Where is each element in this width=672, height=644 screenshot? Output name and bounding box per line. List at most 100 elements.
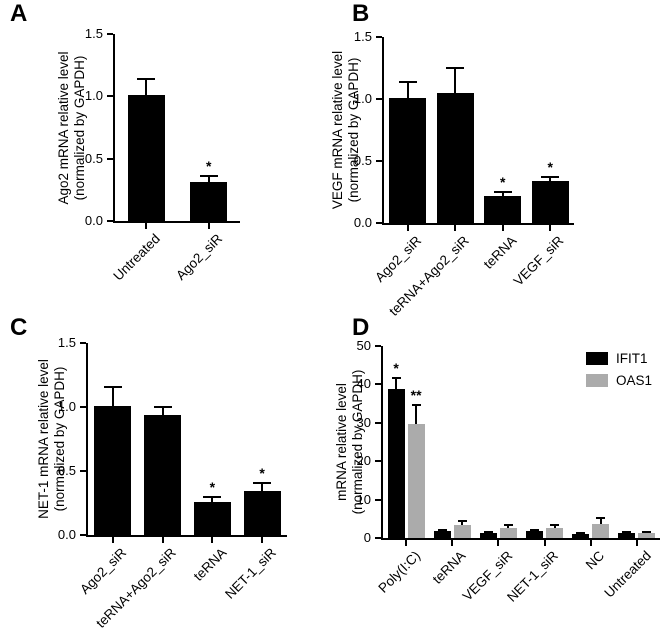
y-tick-label-D: 20 bbox=[356, 453, 371, 469]
y-tick-A bbox=[107, 157, 113, 160]
error-bar-cap-B-0 bbox=[398, 80, 417, 83]
bar-D-OAS1-1 bbox=[453, 524, 471, 538]
x-category-label-D-4: NC bbox=[582, 548, 608, 573]
x-tick-C-0 bbox=[111, 537, 114, 543]
error-bar-B-3 bbox=[549, 177, 552, 181]
panel-C-letter: C bbox=[10, 314, 28, 341]
panel-C: C NET-1 mRNA relative level (normalized by… bbox=[0, 300, 336, 644]
bar-D-IFIT1-3 bbox=[526, 531, 544, 538]
y-tick-label-D: 50 bbox=[356, 338, 371, 353]
error-bar-C-0 bbox=[111, 386, 114, 406]
bar-D-IFIT1-4 bbox=[572, 534, 590, 538]
legend-label-OAS1: OAS1 bbox=[616, 373, 653, 388]
y-tick-D bbox=[375, 383, 381, 386]
x-tick-D-2 bbox=[497, 540, 500, 546]
y-tick-C bbox=[80, 534, 86, 536]
y-tick-B bbox=[376, 36, 382, 38]
y-axis-title-A-line1: Ago2 mRNA relative level bbox=[56, 50, 71, 205]
y-tick-label-D: 0 bbox=[363, 530, 371, 545]
error-bar-cap-B-2 bbox=[493, 191, 512, 193]
bar-A-series-1 bbox=[190, 182, 228, 221]
bar-D-OAS1-0 bbox=[407, 423, 425, 538]
panel-D-letter: D bbox=[352, 314, 370, 341]
panel-B-letter: B bbox=[352, 0, 370, 27]
y-tick-A bbox=[107, 220, 113, 222]
bar-B-series-2 bbox=[484, 195, 522, 223]
error-bar-cap-D-3 bbox=[550, 523, 560, 526]
bar-A-series-0 bbox=[127, 95, 165, 221]
bar-C-series-0 bbox=[94, 405, 132, 535]
significance-mark-B-3: * bbox=[547, 159, 553, 176]
x-tick-C-1 bbox=[161, 537, 164, 543]
error-bar-cap-D-3 bbox=[530, 528, 540, 531]
error-bar-A-1 bbox=[207, 176, 210, 183]
bar-C-series-2 bbox=[193, 501, 231, 535]
y-tick-label-C: 0.5 bbox=[57, 463, 76, 478]
y-tick-label-D: 40 bbox=[356, 376, 371, 392]
bar-D-OAS1-2 bbox=[499, 528, 517, 538]
legend-swatch-IFIT1 bbox=[586, 352, 608, 365]
x-category-label-B-2: teRNA bbox=[480, 233, 520, 272]
significance-mark-C-2: * bbox=[209, 478, 216, 495]
x-tick-B-1 bbox=[454, 225, 457, 231]
significance-mark-D-0: ** bbox=[410, 387, 422, 404]
y-tick-label-B: 0.0 bbox=[353, 215, 372, 230]
panel-A-letter: A bbox=[10, 0, 28, 27]
error-bar-cap-D-2 bbox=[503, 523, 513, 526]
x-category-label-D-5: Untreated bbox=[600, 548, 654, 601]
x-tick-D-1 bbox=[451, 540, 454, 546]
error-bar-C-2 bbox=[211, 496, 214, 502]
bar-D-IFIT1-2 bbox=[479, 533, 497, 538]
error-bar-cap-D-0 bbox=[411, 404, 421, 407]
y-tick-D bbox=[375, 460, 381, 463]
error-bar-cap-D-0 bbox=[391, 377, 401, 380]
y-axis-title-B-line2: (normalized by GAPDH) bbox=[346, 57, 361, 203]
error-bar-B-2 bbox=[501, 192, 504, 196]
plot-area-C: * * bbox=[80, 342, 287, 543]
error-bar-cap-B-1 bbox=[446, 67, 465, 69]
y-tick-D bbox=[375, 537, 381, 539]
error-bar-cap-D-4 bbox=[596, 517, 606, 520]
error-bar-cap-D-1 bbox=[437, 528, 447, 531]
x-tick-B-3 bbox=[549, 225, 552, 231]
y-tick-label-C: 1.0 bbox=[57, 399, 76, 414]
x-tick-C-2 bbox=[211, 537, 214, 543]
error-bar-C-1 bbox=[161, 407, 164, 415]
bar-D-IFIT1-1 bbox=[433, 531, 451, 538]
plot-area-B: * * bbox=[376, 36, 574, 231]
y-tick-A bbox=[107, 33, 113, 35]
bar-C-series-3 bbox=[243, 491, 281, 535]
significance-mark-B-2: * bbox=[500, 174, 506, 190]
y-tick-label-B: 1.0 bbox=[353, 91, 372, 106]
x-category-label-A-0: Untreated bbox=[110, 231, 163, 284]
y-axis-title-C-line2: (normalized by GAPDH) bbox=[52, 366, 67, 512]
error-bar-cap-D-5 bbox=[642, 531, 652, 534]
y-tick-label-C: 1.5 bbox=[57, 335, 76, 350]
error-bar-cap-B-3 bbox=[541, 176, 560, 179]
y-tick-label-A: 0.0 bbox=[84, 213, 103, 228]
error-bar-cap-D-4 bbox=[576, 532, 586, 535]
error-bar-A-0 bbox=[145, 78, 148, 96]
y-axis-title-B: VEGF mRNA relative level (normalized by G… bbox=[330, 51, 362, 209]
x-tick-A-1 bbox=[207, 223, 210, 229]
x-category-label-C-0: Ago2_siR bbox=[77, 545, 130, 598]
error-bar-cap-A-0 bbox=[137, 77, 156, 80]
plot-area-D: * ** bbox=[375, 345, 660, 546]
y-tick-label-C: 0.0 bbox=[57, 527, 76, 542]
x-tick-C-3 bbox=[261, 537, 264, 543]
y-axis-title-A-line2: (normalized by GAPDH) bbox=[72, 55, 87, 200]
y-tick-A bbox=[107, 95, 113, 98]
error-bar-D-4 bbox=[599, 518, 602, 524]
error-bar-cap-C-0 bbox=[103, 385, 122, 388]
error-bar-cap-C-3 bbox=[253, 481, 272, 484]
plot-area-A: * bbox=[107, 33, 240, 229]
x-tick-D-3 bbox=[543, 540, 546, 546]
bar-B-series-0 bbox=[389, 97, 427, 223]
significance-mark-D-0: * bbox=[393, 360, 399, 377]
legend-swatch-OAS1 bbox=[586, 374, 608, 387]
panel-A: A Ago2 mRNA relative level (normalized by … bbox=[0, 0, 336, 300]
y-tick-C bbox=[80, 470, 86, 472]
y-tick-C bbox=[80, 406, 86, 408]
error-bar-B-0 bbox=[406, 81, 409, 98]
